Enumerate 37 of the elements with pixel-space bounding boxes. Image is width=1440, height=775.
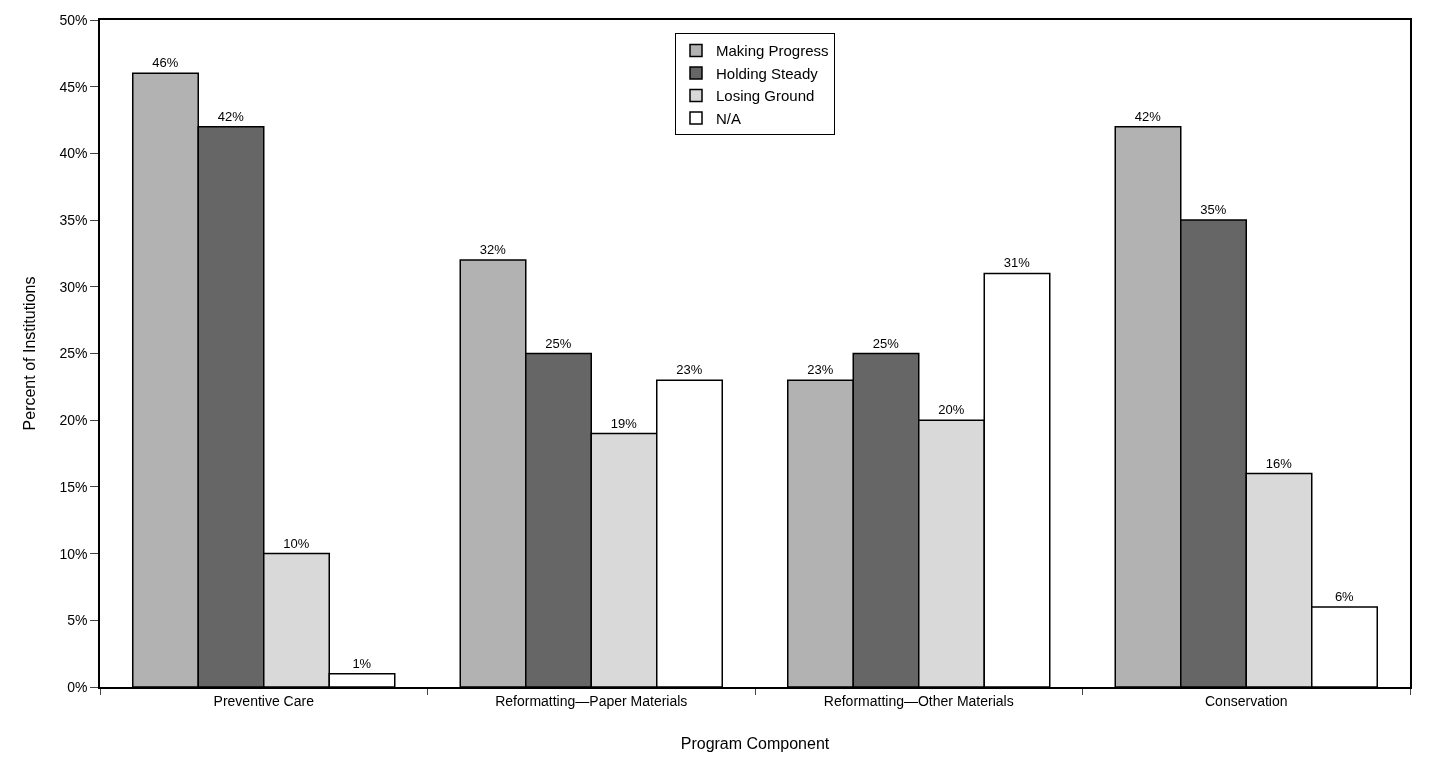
y-tick-label: 20% (59, 412, 88, 429)
data-label: 1% (352, 655, 372, 671)
y-tick-label: 40% (59, 145, 88, 162)
legend-label: Holding Steady (716, 64, 819, 82)
x-axis-title: Program Component (680, 734, 830, 752)
data-label: 25% (545, 335, 572, 351)
y-tick-label: 25% (59, 345, 88, 362)
data-label: 16% (1265, 455, 1293, 471)
x-tick-label: Reformatting—Paper Materials (495, 692, 688, 709)
data-label: 10% (283, 535, 310, 551)
data-label: 25% (872, 335, 900, 351)
data-label: 35% (1200, 202, 1227, 218)
data-label: 42% (217, 108, 245, 124)
legend-label: N/A (716, 109, 742, 127)
x-tick-label: Conservation (1205, 692, 1288, 709)
data-label: 20% (938, 402, 965, 418)
y-tick-label: 5% (67, 612, 88, 629)
x-tick-label: Preventive Care (213, 692, 315, 709)
x-tick-label: Reformatting—Other Materials (823, 692, 1014, 709)
y-tick-label: 10% (59, 545, 88, 562)
y-axis-title: Percent of Institutions (20, 276, 38, 431)
y-tick-label: 15% (59, 478, 88, 495)
data-label: 23% (676, 362, 703, 378)
data-label: 31% (1003, 255, 1031, 271)
y-tick-label: 45% (59, 78, 88, 95)
data-label: 46% (152, 55, 179, 71)
data-label: 6% (1334, 588, 1355, 604)
data-label: 32% (479, 242, 507, 258)
data-label: 42% (1134, 108, 1162, 124)
legend-label: Losing Ground (716, 87, 815, 105)
y-tick-label: 0% (67, 678, 88, 695)
data-label: 19% (610, 415, 638, 431)
y-tick-label: 30% (59, 278, 88, 295)
y-tick-label: 35% (59, 212, 88, 228)
y-tick-label: 50% (59, 11, 88, 28)
data-label: 23% (807, 362, 834, 378)
legend-label: Making Progress (716, 42, 829, 60)
